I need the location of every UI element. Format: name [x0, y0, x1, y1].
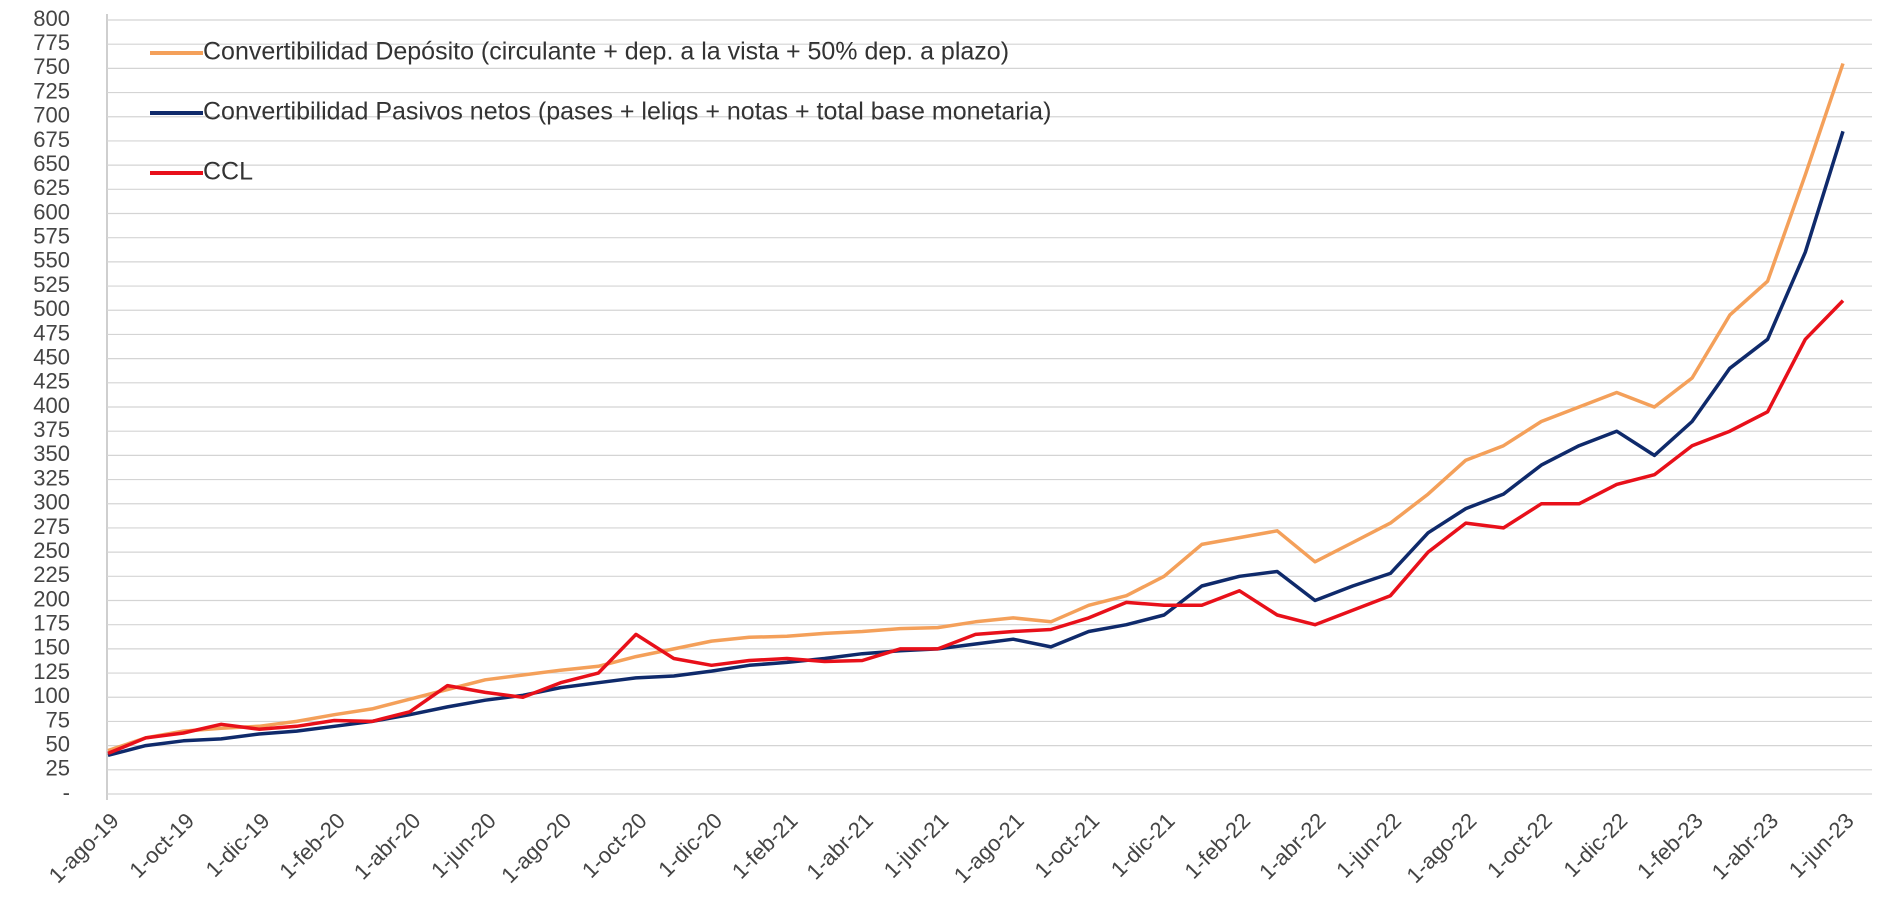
- y-tick-label: 325: [33, 465, 70, 490]
- y-tick-label: 575: [33, 224, 70, 249]
- x-tick-label: 1-ago-20: [496, 808, 576, 888]
- x-tick-label: 1-ago-19: [44, 808, 124, 888]
- x-tick-label: 1-dic-22: [1558, 808, 1632, 882]
- y-tick-label: 675: [33, 127, 70, 152]
- y-tick-label: 725: [33, 78, 70, 103]
- y-tick-label: 650: [33, 151, 70, 176]
- y-tick-label: 550: [33, 248, 70, 273]
- x-tick-label: 1-oct-20: [577, 808, 652, 883]
- x-tick-label: 1-ago-22: [1402, 808, 1482, 888]
- y-tick-label: 75: [46, 707, 70, 732]
- x-tick-label: 1-oct-22: [1482, 808, 1557, 883]
- x-tick-label: 1-feb-22: [1180, 808, 1256, 884]
- x-tick-label: 1-dic-21: [1106, 808, 1180, 882]
- y-tick-label: 175: [33, 611, 70, 636]
- series-line: [107, 130, 1845, 757]
- x-tick-label: 1-ago-21: [949, 808, 1029, 888]
- series-line: [107, 299, 1845, 756]
- y-tick-label: 400: [33, 393, 70, 418]
- y-tick-label: 150: [33, 635, 70, 660]
- y-tick-label: 125: [33, 659, 70, 684]
- y-tick-label: 350: [33, 441, 70, 466]
- y-tick-label: -: [63, 780, 70, 805]
- x-tick-label: 1-jun-22: [1331, 808, 1406, 883]
- y-tick-label: 225: [33, 562, 70, 587]
- x-tick-label: 1-feb-20: [274, 808, 350, 884]
- y-tick-label: 375: [33, 417, 70, 442]
- y-tick-label: 100: [33, 683, 70, 708]
- y-tick-label: 800: [33, 6, 70, 31]
- y-tick-label: 525: [33, 272, 70, 297]
- y-tick-label: 200: [33, 586, 70, 611]
- y-tick-label: 625: [33, 175, 70, 200]
- x-tick-label: 1-abr-21: [802, 808, 878, 884]
- x-tick-label: 1-jun-20: [426, 808, 501, 883]
- y-tick-label: 500: [33, 296, 70, 321]
- legend-label: Convertibilidad Depósito (circulante + d…: [203, 38, 1009, 66]
- x-tick-label: 1-abr-20: [349, 808, 425, 884]
- y-tick-label: 750: [33, 54, 70, 79]
- y-tick-label: 425: [33, 369, 70, 394]
- y-tick-label: 275: [33, 514, 70, 539]
- x-tick-label: 1-abr-23: [1707, 808, 1783, 884]
- y-tick-label: 25: [46, 756, 70, 781]
- x-tick-label: 1-feb-21: [727, 808, 803, 884]
- y-tick-label: 450: [33, 344, 70, 369]
- y-tick-label: 300: [33, 490, 70, 515]
- y-tick-label: 250: [33, 538, 70, 563]
- y-tick-label: 700: [33, 103, 70, 128]
- x-tick-label: 1-jun-23: [1784, 808, 1859, 883]
- x-tick-label: 1-dic-20: [653, 808, 727, 882]
- x-tick-label: 1-feb-23: [1632, 808, 1708, 884]
- y-tick-label: 475: [33, 320, 70, 345]
- legend-label: Convertibilidad Pasivos netos (pases + l…: [203, 98, 1051, 126]
- x-tick-label: 1-oct-19: [124, 808, 199, 883]
- series-line: [107, 62, 1845, 753]
- y-tick-label: 775: [33, 30, 70, 55]
- x-tick-label: 1-jun-21: [879, 808, 954, 883]
- y-tick-label: 50: [46, 731, 70, 756]
- x-tick-label: 1-oct-21: [1030, 808, 1105, 883]
- y-tick-label: 600: [33, 199, 70, 224]
- legend-label: CCL: [203, 158, 253, 186]
- x-tick-label: 1-dic-19: [201, 808, 275, 882]
- x-tick-label: 1-abr-22: [1254, 808, 1330, 884]
